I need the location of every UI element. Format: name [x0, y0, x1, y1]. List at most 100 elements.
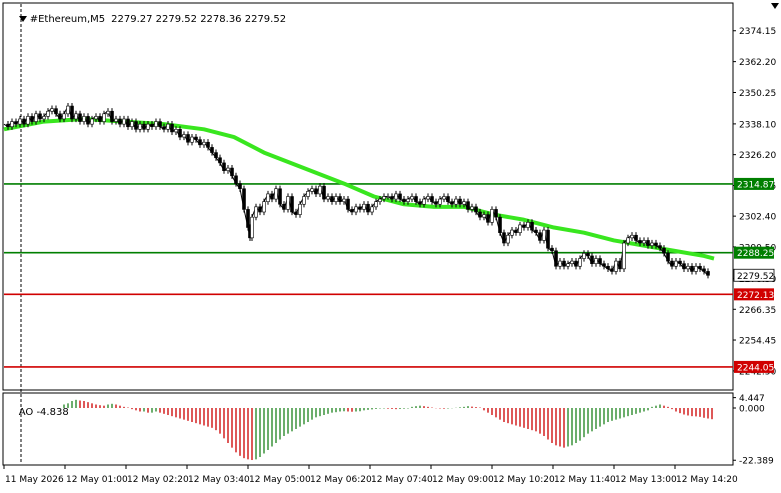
time-tick-label: 12 May 02:20 — [127, 475, 189, 485]
time-tick-label: 11 May 2026 — [5, 475, 64, 485]
candle-body — [550, 247, 554, 252]
candle-body — [346, 198, 350, 210]
time-tick-label: 12 May 03:40 — [188, 475, 250, 485]
candle-body — [666, 253, 670, 262]
candle-body — [370, 206, 374, 213]
candle-body — [518, 224, 522, 233]
candle-body — [250, 216, 254, 239]
candle-body — [694, 265, 698, 272]
candle-body — [386, 196, 390, 198]
candle-body — [246, 209, 250, 228]
ao-tick-label: -22.389 — [739, 457, 774, 467]
candle-body — [450, 201, 454, 205]
candle-body — [570, 260, 574, 264]
ao-tick-label: 0.000 — [739, 405, 765, 415]
candle-body — [574, 260, 578, 267]
indicator-pane-frame — [2, 392, 734, 466]
candle-body — [598, 258, 602, 264]
price-tick-label: 2302.40 — [739, 213, 776, 223]
candle-body — [154, 121, 158, 128]
candle-body — [94, 116, 98, 120]
candle-body — [510, 229, 514, 236]
candle-body — [434, 201, 438, 205]
candle-body — [406, 198, 410, 202]
time-tick-label: 12 May 06:20 — [310, 475, 372, 485]
candle-body — [110, 110, 114, 122]
candle-body — [650, 242, 654, 246]
candle-body — [578, 258, 582, 267]
candle-body — [350, 209, 354, 213]
candle-body — [606, 265, 610, 270]
candle-body — [10, 121, 14, 128]
candle-body — [590, 255, 594, 264]
candle-body — [222, 162, 226, 171]
candle-body — [582, 253, 586, 259]
candle-body — [426, 196, 430, 200]
candle-body — [418, 201, 422, 205]
candle-body — [302, 196, 306, 205]
candle-body — [102, 113, 106, 122]
candle-body — [146, 123, 150, 130]
candle-body — [254, 206, 258, 218]
chart-shift-arrow-icon[interactable] — [771, 3, 779, 9]
candle-body — [458, 198, 462, 205]
candle-body — [134, 121, 138, 130]
candle-body — [206, 141, 210, 148]
candle-body — [478, 211, 482, 218]
time-tick-label: 12 May 14:20 — [676, 475, 738, 485]
ohlc-readout: 2279.27 2279.52 2278.36 2279.52 — [111, 14, 287, 25]
candle-body — [54, 108, 58, 115]
candle-body — [198, 139, 202, 146]
candle-body — [294, 211, 298, 215]
candle-body — [258, 206, 262, 213]
time-tick-label: 12 May 10:20 — [493, 475, 555, 485]
candle-body — [534, 229, 538, 233]
candle-body — [466, 201, 470, 210]
candle-body — [98, 116, 102, 122]
candle-body — [306, 191, 310, 197]
candle-body — [106, 110, 110, 115]
candle-body — [566, 263, 570, 267]
candle-body — [270, 193, 274, 200]
candle-body — [66, 105, 70, 115]
candle-body — [334, 196, 338, 202]
time-tick-label: 12 May 05:00 — [249, 475, 311, 485]
candle-body — [490, 209, 494, 223]
candle-body — [530, 222, 534, 231]
candle-body — [126, 118, 130, 128]
candle-body — [474, 206, 478, 213]
candle-body — [298, 203, 302, 215]
candle-body — [394, 193, 398, 200]
candle-body — [274, 188, 278, 200]
candle-body — [226, 167, 230, 171]
candle-body — [178, 129, 182, 138]
price-tick-label: 2338.10 — [739, 120, 776, 130]
level-price-label: 2272.13 — [737, 291, 774, 301]
candle-body — [122, 118, 126, 125]
candle-body — [538, 232, 542, 241]
candle-body — [354, 206, 358, 213]
candle-body — [698, 265, 702, 270]
candle-body — [214, 152, 218, 159]
time-tick-label: 12 May 09:00 — [432, 475, 494, 485]
candle-body — [166, 123, 170, 130]
candle-body — [670, 260, 674, 267]
candle-body — [382, 196, 386, 200]
candle-body — [210, 147, 214, 153]
candle-body — [378, 198, 382, 202]
level-price-label: 2314.87 — [737, 180, 774, 190]
candle-body — [18, 118, 22, 125]
candle-body — [430, 196, 434, 202]
candle-body — [526, 222, 530, 228]
time-tick-label: 12 May 01:00 — [66, 475, 128, 485]
candle-body — [470, 206, 474, 210]
price-line — [3, 104, 709, 276]
candle-body — [242, 188, 246, 210]
dropdown-triangle-icon — [18, 16, 27, 22]
candle-body — [230, 167, 234, 177]
candle-body — [410, 196, 414, 200]
candle-body — [290, 196, 294, 213]
candle-body — [322, 185, 326, 200]
